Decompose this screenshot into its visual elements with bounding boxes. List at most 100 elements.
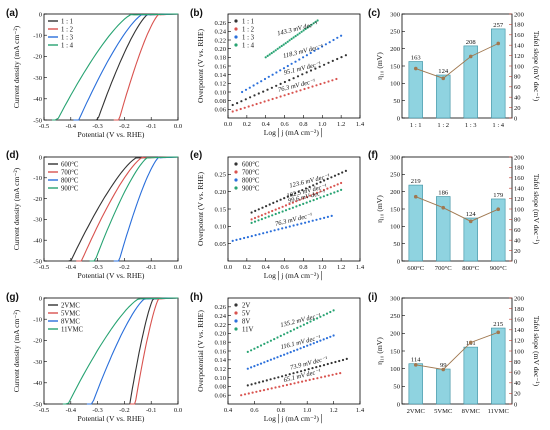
data-point bbox=[273, 229, 276, 232]
data-point bbox=[268, 203, 271, 206]
bar bbox=[408, 363, 423, 405]
bar-value-label: 215 bbox=[493, 321, 504, 328]
data-point bbox=[246, 350, 249, 353]
data-point bbox=[284, 226, 288, 229]
y-tick-label: 200 bbox=[390, 331, 401, 338]
x-tick-label: 1.4 bbox=[356, 407, 365, 414]
legend-label: 800°C bbox=[61, 177, 79, 184]
data-point bbox=[289, 351, 292, 354]
data-point bbox=[254, 209, 257, 212]
data-point bbox=[315, 84, 318, 87]
data-point bbox=[270, 387, 273, 390]
series-curve-1 bbox=[113, 13, 179, 121]
data-point bbox=[319, 315, 322, 318]
data-point bbox=[269, 230, 272, 233]
legend-label: 2V bbox=[242, 302, 250, 309]
bar bbox=[463, 217, 478, 262]
data-point bbox=[279, 69, 282, 72]
y-tick-label: 0.10 bbox=[214, 224, 226, 231]
legend-label: 1 : 1 bbox=[242, 18, 254, 25]
data-point bbox=[241, 90, 244, 94]
x-tick-label: 0.2 bbox=[243, 264, 251, 271]
data-point bbox=[308, 25, 311, 28]
panel-label-f: (f) bbox=[368, 150, 378, 161]
data-point bbox=[255, 390, 258, 393]
data-point bbox=[281, 375, 284, 378]
bar-value-label: 114 bbox=[411, 357, 421, 364]
data-point bbox=[271, 97, 274, 101]
data-point bbox=[319, 190, 322, 193]
data-point bbox=[340, 34, 343, 37]
x-tick-label: -0.3 bbox=[92, 407, 103, 414]
data-point bbox=[298, 204, 301, 207]
data-point bbox=[319, 196, 322, 199]
bar-value-label: 257 bbox=[493, 22, 504, 29]
tafel-point bbox=[496, 330, 501, 335]
data-point bbox=[323, 81, 326, 84]
data-point bbox=[331, 373, 334, 376]
data-point bbox=[321, 45, 324, 48]
y2-tick-label: 80 bbox=[514, 74, 521, 81]
y-tick-label: 200 bbox=[390, 189, 401, 196]
data-point bbox=[319, 217, 322, 220]
legend-label: 11V bbox=[242, 326, 254, 333]
y-tick-label: 0.16 bbox=[214, 348, 226, 355]
x-tick-label: -0.5 bbox=[39, 123, 50, 130]
data-point bbox=[303, 369, 306, 372]
data-point bbox=[282, 67, 286, 70]
category-label: 8VMC bbox=[462, 408, 481, 415]
panel-label-h: (h) bbox=[190, 292, 203, 303]
data-point bbox=[336, 36, 339, 39]
data-point bbox=[332, 334, 335, 337]
legend-marker bbox=[234, 170, 238, 174]
data-point bbox=[248, 86, 251, 89]
data-point bbox=[254, 382, 257, 385]
x-tick-label: 1.0 bbox=[318, 264, 327, 271]
data-point bbox=[300, 222, 303, 225]
data-point bbox=[256, 82, 259, 85]
y2-tick-label: 80 bbox=[514, 217, 521, 224]
data-point bbox=[299, 347, 302, 350]
data-point bbox=[266, 341, 269, 344]
data-point bbox=[251, 104, 254, 107]
panel-label-a: (a) bbox=[6, 8, 18, 19]
data-point bbox=[276, 47, 279, 50]
bar-value-label: 163 bbox=[411, 54, 422, 61]
tafel-point bbox=[413, 194, 418, 199]
data-point bbox=[308, 185, 311, 188]
panel-label-d: (d) bbox=[6, 150, 19, 161]
data-point bbox=[305, 54, 308, 57]
x-axis-label: Log│j (mA cm⁻²)│ bbox=[264, 414, 325, 424]
y-tick-label: -10 bbox=[33, 175, 42, 182]
data-point bbox=[288, 373, 291, 376]
data-point bbox=[292, 328, 296, 331]
data-point bbox=[335, 372, 338, 375]
data-point bbox=[332, 38, 335, 42]
data-point bbox=[251, 391, 254, 394]
data-point bbox=[239, 237, 242, 241]
x-axis-label: Potential (V vs. RHE) bbox=[78, 271, 145, 280]
data-point bbox=[304, 187, 308, 190]
y-axis-label: η₁₀ (mV) bbox=[375, 195, 384, 223]
y2-tick-label: 40 bbox=[514, 380, 521, 387]
legend-label: 900°C bbox=[242, 185, 260, 192]
data-point bbox=[239, 107, 242, 111]
data-point bbox=[292, 372, 295, 375]
data-point bbox=[267, 99, 270, 102]
y-tick-label: 0.14 bbox=[214, 357, 226, 364]
data-point bbox=[315, 191, 319, 194]
data-point bbox=[235, 109, 238, 112]
data-point bbox=[279, 82, 282, 85]
data-point bbox=[270, 86, 273, 89]
category-label: 1 : 2 bbox=[437, 122, 449, 129]
data-point bbox=[299, 89, 302, 92]
y-tick-label: 0.18 bbox=[214, 55, 226, 62]
data-point bbox=[269, 358, 272, 361]
data-point bbox=[291, 201, 294, 204]
legend-marker bbox=[234, 303, 238, 307]
data-point bbox=[257, 92, 260, 95]
data-point bbox=[297, 381, 300, 384]
data-point bbox=[319, 339, 322, 342]
tafel-point bbox=[468, 54, 473, 59]
data-point bbox=[294, 60, 297, 63]
